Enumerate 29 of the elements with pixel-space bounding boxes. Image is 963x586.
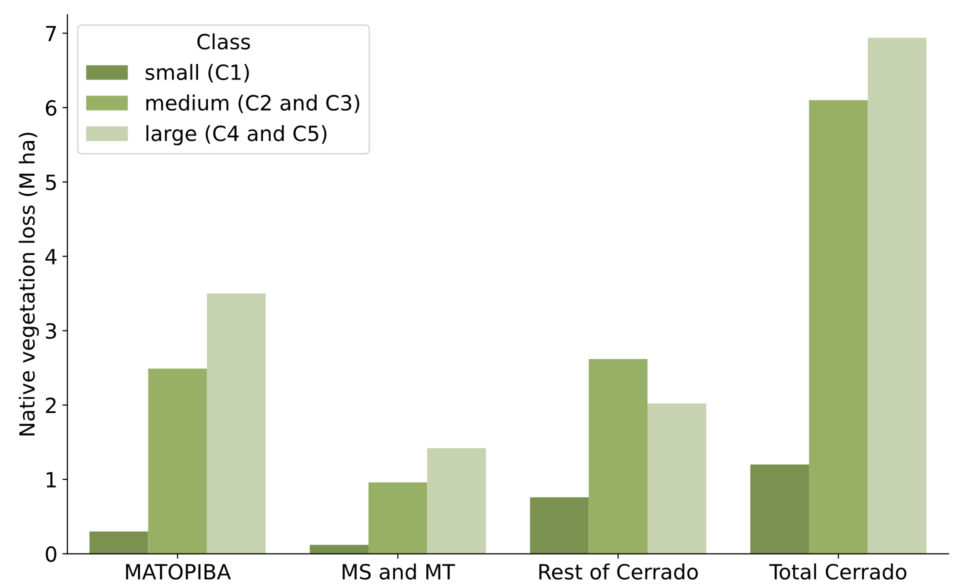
x-tick-label: MS and MT <box>342 563 456 580</box>
y-tick-label: 6 <box>46 100 56 116</box>
legend-title: Class <box>197 33 250 50</box>
bar <box>647 404 706 554</box>
bar <box>148 368 207 554</box>
y-tick-label: 7 <box>46 26 56 42</box>
legend-label: large (C4 and C5) <box>146 125 326 146</box>
y-tick-label: 5 <box>46 174 56 190</box>
bar <box>89 531 148 554</box>
bar <box>368 482 428 554</box>
x-tick-label: Rest of Cerrado <box>539 563 698 580</box>
y-tick-label: 0 <box>46 546 56 562</box>
y-tick-label: 1 <box>46 472 56 488</box>
bar <box>809 100 868 554</box>
legend-label: medium (C2 and C3) <box>146 94 360 114</box>
bar <box>530 497 589 554</box>
bar <box>427 448 486 554</box>
bar <box>588 358 648 554</box>
bar <box>868 38 927 554</box>
x-tick-label: Total Cerrado <box>769 563 906 580</box>
x-tick-label: MATOPIBA <box>126 564 231 580</box>
y-tick-label: 4 <box>45 249 57 264</box>
bar <box>750 464 810 554</box>
y-axis-title: Native vegetation loss (M ha) <box>18 132 39 436</box>
y-tick-label: 3 <box>46 323 56 339</box>
bar <box>206 294 266 554</box>
y-tick-label: 2 <box>46 398 56 413</box>
bar <box>310 544 368 554</box>
legend-label: small (C1) <box>146 64 249 83</box>
